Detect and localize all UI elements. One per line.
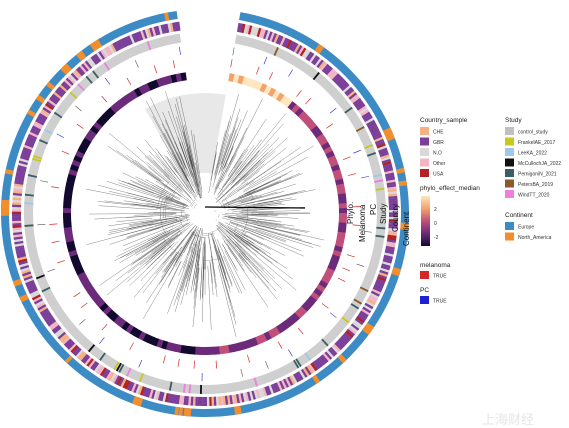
legend-study: Study control_study FrankelAE_2017 LeeKA_2… [505,117,561,199]
pc-label-0: TRUE [433,299,447,305]
country-sample-swatch-3 [420,158,429,167]
ring-label-phylo: Phylo. [346,202,355,224]
study-swatch-6 [505,190,514,198]
study-label-3: McCullochJA_2022 [518,161,561,167]
legend-title-study: Study [505,117,522,124]
legend-continent: Continent Europe North_America [505,212,552,241]
study-swatch-2 [505,148,514,156]
country-sample-swatch-4 [420,169,429,177]
melanoma-label-0: TRUE [433,274,447,280]
ring-label-country: Country [391,204,400,232]
legend-title-pc: PC [420,287,429,294]
study-ring [23,33,387,395]
continent-swatch-0 [505,222,514,230]
long-branch [204,206,306,209]
pc-ring [37,46,372,381]
study-swatch-0 [505,127,514,135]
study-label-1: FrankelAE_2017 [518,140,555,146]
legend-title-continent: Continent [505,212,533,219]
study-label-2: LeeKA_2022 [518,151,547,157]
study-label-6: WindTT_2020 [518,193,550,199]
legend-melanoma: melanoma TRUE [420,262,451,280]
phylo-tick-0: 0 [434,221,437,227]
study-label-5: PetersBA_2019 [518,182,553,188]
study-swatch-3 [505,158,514,167]
legend-phylo-effect: phylo_effect_median 2 0 -2 [420,185,480,246]
study-swatch-4 [505,169,514,177]
country-sample-swatch-0 [420,127,429,135]
ring-labels: Continent Country Study PC Melanoma Phyl… [346,202,411,246]
watermark: 上海财经 [482,412,534,427]
annotation-rings [1,10,410,417]
legend-title-country-sample: Country_sample [420,117,468,124]
legend-pc: PC TRUE [420,287,447,305]
phylo-tick-2: 2 [434,207,437,213]
country-sample-label-0: CHE [433,130,444,136]
ring-label-melanoma: Melanoma [358,204,367,242]
legend-country-sample: Country_sample CHE GBR N.O Other USA [420,117,468,178]
country-sample-label-1: GBR [433,140,444,146]
phylo-tick-neg2: -2 [434,235,439,241]
phylogenetic-tree [85,91,324,338]
phylo-effect-colorbar [421,196,430,246]
continent-ring [1,10,410,417]
country-sample-label-4: USA [433,172,444,178]
pc-swatch-0 [420,296,429,304]
study-swatch-1 [505,137,514,146]
study-label-0: control_study [518,130,548,136]
study-swatch-5 [505,179,514,188]
country-sample-swatch-1 [420,137,429,146]
ring-label-study: Study [379,204,388,224]
continent-label-0: Europe [518,225,534,231]
country-sample-swatch-2 [420,148,429,156]
legend-title-phylo-effect: phylo_effect_median [420,185,480,192]
melanoma-swatch-0 [420,271,429,279]
phylo-effect-ring [62,72,348,355]
continent-label-1: North_America [518,235,552,241]
study-label-4: PernigoniN_2021 [518,172,557,178]
country-ring [11,21,398,406]
continent-swatch-1 [505,232,514,241]
ring-label-continent: Continent [402,211,411,246]
ring-label-pc: PC [369,204,378,215]
country-sample-label-3: Other [433,161,446,167]
legend-title-melanoma: melanoma [420,262,451,269]
country-sample-label-2: N.O [433,151,442,157]
melanoma-ring [49,59,361,369]
